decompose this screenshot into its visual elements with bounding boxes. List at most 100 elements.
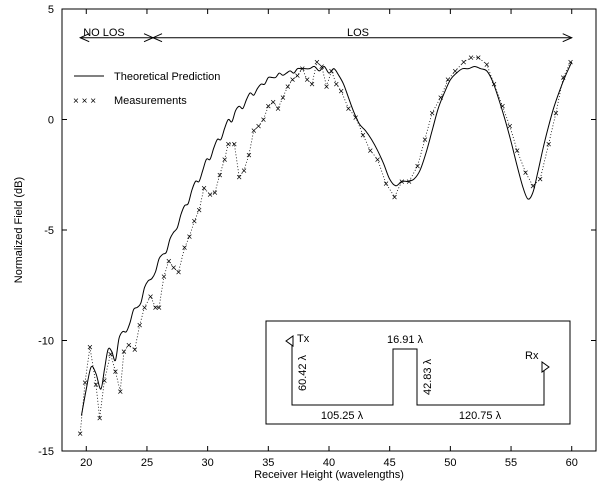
measurement-point: × (270, 97, 276, 108)
measurement-point: × (367, 146, 373, 157)
legend-label-measurements: Measurements (114, 95, 187, 107)
measurement-point: × (196, 206, 202, 217)
y-axis-label: Normalized Field (dB) (13, 177, 25, 283)
series-layer: ××××××××××× ××××××××× ××××××× ×××× ××××× ××× ×… (77, 53, 573, 440)
measurement-point: × (102, 376, 108, 387)
measurement-point: × (82, 378, 88, 389)
measurement-point: × (191, 217, 197, 228)
measurement-point: × (507, 122, 513, 133)
measurement-point: × (484, 60, 490, 71)
measurement-point: × (345, 104, 351, 115)
measurement-point: × (546, 139, 552, 150)
los-annotations: NO LOS LOS (78, 27, 573, 43)
measurement-point: × (304, 75, 310, 86)
measurement-point: × (161, 272, 167, 283)
axis-ticks (62, 8, 596, 452)
measurement-point: × (290, 75, 296, 86)
measurement-point: × (132, 345, 138, 356)
x-tick-label: 45 (384, 457, 396, 469)
measurement-point: × (314, 58, 320, 69)
measurement-point: × (187, 232, 193, 243)
measurement-point: × (87, 343, 93, 354)
measurement-point: × (182, 243, 188, 254)
legend-marker-sample: × × × (73, 96, 96, 107)
measurement-point: × (285, 82, 291, 93)
measurement-point: × (166, 256, 172, 267)
no-los-arrow-head-left (78, 33, 90, 43)
measurement-point: × (523, 168, 529, 179)
measurement-point: × (97, 413, 103, 424)
legend-label-theoretical: Theoretical Prediction (114, 71, 220, 83)
measurement-point: × (231, 139, 237, 150)
y-tick-label: -5 (44, 225, 54, 237)
tx-antenna-icon (285, 335, 294, 347)
x-tick-label: 55 (505, 457, 517, 469)
los-arrow-head-left (151, 33, 163, 43)
distance2-label: 120.75 λ (459, 410, 502, 422)
measurement-point: × (429, 108, 435, 119)
measurement-point: × (360, 130, 366, 141)
y-tick-label: -10 (38, 336, 54, 348)
terrain-profile (291, 337, 545, 406)
x-tick-label: 35 (262, 457, 274, 469)
measurement-point: × (353, 113, 359, 124)
measurement-point: × (452, 66, 458, 77)
rx-label: Rx (525, 350, 539, 362)
x-tick-label: 60 (566, 457, 578, 469)
measurement-point: × (241, 166, 247, 177)
measurement-point: × (207, 190, 213, 201)
x-tick-label: 25 (141, 457, 153, 469)
measurement-point: × (176, 267, 182, 278)
measurement-point: × (265, 102, 271, 113)
measurement-point: × (225, 139, 231, 150)
no-los-label: NO LOS (83, 27, 125, 39)
measurement-point: × (399, 177, 405, 188)
measurement-point: × (514, 146, 520, 157)
measurement-point: × (93, 380, 99, 391)
measurement-point: × (461, 58, 467, 69)
x-tick-label: 30 (202, 457, 214, 469)
axis-tick-labels: 20 25 30 35 40 45 50 55 60 -15 -10 -5 0 5 (38, 4, 578, 469)
tx-label: Tx (297, 333, 310, 345)
x-tick-label: 40 (323, 457, 335, 469)
x-axis-label: Receiver Height (wavelengths) (254, 469, 404, 481)
inset-frame (265, 320, 571, 425)
measurement-point: × (261, 115, 267, 126)
measurement-point: × (422, 135, 428, 146)
measurement-point: × (126, 340, 132, 351)
measurement-point: × (324, 82, 330, 93)
y-tick-label: -15 (38, 446, 54, 458)
measurement-point: × (309, 80, 315, 91)
measurement-point: × (117, 387, 123, 398)
measurement-point: × (246, 150, 252, 161)
measurement-point: × (383, 179, 389, 190)
los-label: LOS (347, 27, 369, 39)
measurement-point: × (137, 321, 143, 332)
y-tick-label: 5 (48, 4, 54, 16)
rx-antenna-icon (541, 361, 550, 373)
measurement-point: × (77, 429, 83, 440)
measurement-point: × (500, 102, 506, 113)
obstacle-height-label: 42.83 λ (422, 358, 434, 395)
tx-height-label: 60.42 λ (297, 354, 309, 391)
measurement-point: × (406, 177, 412, 188)
measurement-point: × (156, 303, 162, 314)
measurement-point: × (222, 155, 228, 166)
measurement-point: × (468, 53, 474, 64)
measurement-point: × (121, 347, 127, 358)
measurement-point: × (537, 175, 543, 186)
measurement-point: × (148, 292, 154, 303)
measurement-point: × (112, 367, 118, 378)
measurement-point: × (445, 75, 451, 86)
measurement-point: × (256, 122, 262, 133)
obstacle-width-label: 16.91 λ (387, 334, 424, 346)
measurement-point: × (475, 53, 481, 64)
distance1-label: 105.25 λ (321, 410, 364, 422)
measurement-point: × (299, 64, 305, 75)
measurement-point: × (295, 71, 301, 82)
measurement-point: × (171, 263, 177, 274)
measurement-point: × (491, 80, 497, 91)
measurement-point: × (392, 192, 398, 203)
x-tick-label: 20 (80, 457, 92, 469)
